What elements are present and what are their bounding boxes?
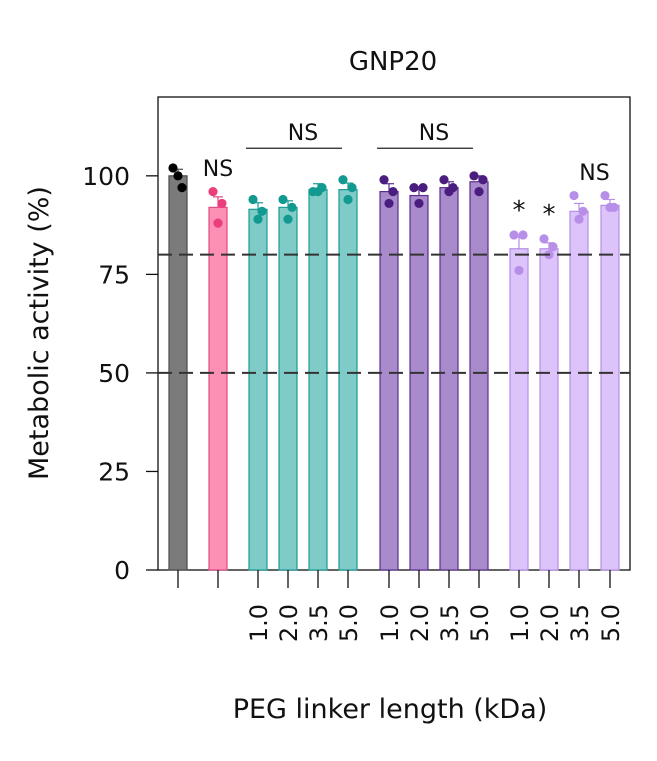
data-point [578, 206, 588, 216]
data-point [469, 171, 479, 181]
data-point [509, 230, 519, 240]
bar [569, 210, 589, 571]
x-tick-label: 2.0 [275, 604, 303, 642]
data-point [409, 183, 419, 193]
x-tick-label: 3.5 [305, 604, 333, 642]
significance-label: NS [579, 161, 609, 186]
x-tick-label: 1.0 [245, 604, 273, 642]
data-point [605, 202, 615, 212]
data-point [338, 175, 348, 185]
bar [208, 206, 228, 571]
data-point [313, 187, 323, 197]
data-point [514, 265, 524, 276]
bar [439, 187, 459, 571]
bar [600, 204, 620, 571]
bar [379, 191, 399, 571]
data-point [248, 194, 258, 205]
data-point [379, 175, 389, 185]
significance-label: NS [203, 157, 233, 182]
chart-title: GNP20 [349, 47, 437, 77]
data-point [574, 214, 584, 224]
data-point [347, 183, 357, 193]
x-tick-label: 1.0 [376, 604, 404, 642]
y-axis-label: Metabolic activity (%) [24, 186, 55, 480]
data-point [478, 175, 488, 185]
x-tick-label: 5.0 [335, 604, 363, 642]
bar [278, 206, 298, 571]
data-point [173, 171, 183, 181]
data-point [474, 187, 484, 197]
significance-label: * [513, 196, 526, 226]
bar [308, 189, 328, 571]
data-point [384, 198, 394, 209]
x-tick-label: 3.5 [566, 604, 594, 642]
data-point [444, 187, 454, 197]
data-point [600, 190, 610, 201]
data-point [439, 175, 449, 185]
x-axis-label: PEG linker length (kDa) [233, 694, 548, 725]
data-point [168, 163, 178, 173]
data-point [539, 234, 549, 244]
y-tick-label: 0 [114, 556, 130, 585]
bar [539, 248, 559, 571]
x-tick-label: 5.0 [466, 604, 494, 642]
bar [509, 248, 529, 571]
x-tick-label: 3.5 [436, 604, 464, 642]
data-point [283, 214, 293, 224]
x-tick-label: 1.0 [506, 604, 534, 642]
data-point [217, 198, 227, 209]
significance-label: * [543, 200, 556, 230]
bar [338, 189, 358, 571]
significance-label: NS [419, 121, 449, 146]
bar [469, 181, 489, 571]
y-tick-label: 75 [98, 260, 130, 289]
y-tick-label: 100 [82, 162, 130, 191]
data-point [253, 214, 263, 224]
data-point [518, 230, 528, 240]
data-point [213, 218, 223, 228]
data-point [414, 198, 424, 209]
data-point [208, 187, 218, 197]
data-point [287, 202, 297, 212]
data-point [343, 194, 353, 205]
y-tick-label: 50 [98, 359, 130, 388]
data-point [418, 183, 428, 193]
data-point [548, 242, 558, 252]
data-point [177, 183, 187, 193]
bar [248, 208, 268, 571]
bar [409, 194, 429, 571]
data-point [388, 187, 398, 197]
data-point [569, 190, 579, 201]
significance-label: NS [288, 121, 318, 146]
data-point [278, 194, 288, 205]
x-tick-label: 2.0 [536, 604, 564, 642]
x-tick-label: 2.0 [406, 604, 434, 642]
data-point [257, 206, 267, 216]
x-tick-label: 5.0 [597, 604, 625, 642]
y-tick-label: 25 [98, 457, 130, 486]
